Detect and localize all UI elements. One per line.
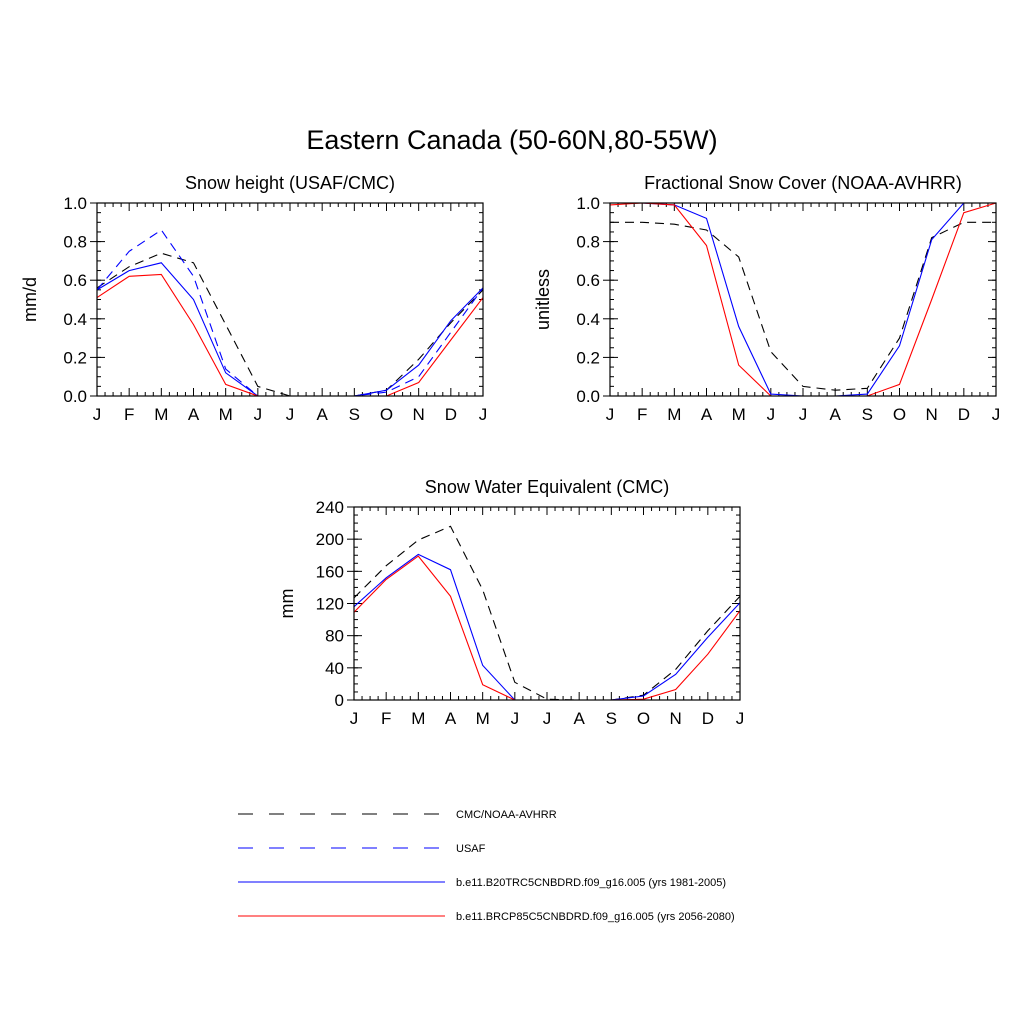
y-tick-label: 40: [325, 659, 344, 678]
x-tick-label: J: [286, 405, 295, 424]
x-tick-label: J: [606, 405, 615, 424]
x-tick-label: J: [767, 405, 776, 424]
series-line: [96, 229, 484, 397]
plot-frame: [96, 202, 484, 397]
y-tick-label: 1.0: [576, 194, 600, 213]
series-line: [610, 202, 996, 397]
y-tick-label: 240: [316, 498, 344, 517]
x-tick-label: A: [701, 405, 713, 424]
x-tick-label: F: [124, 405, 134, 424]
x-tick-label: J: [93, 405, 102, 424]
y-axis-label: unitless: [533, 269, 553, 330]
x-tick-label: N: [413, 405, 425, 424]
chart-panel-3: Snow Water Equivalent (CMC)mmJ F M A M J J A S O N…: [277, 477, 744, 728]
x-tick-label: J: [254, 405, 263, 424]
x-tick-label: S: [862, 405, 873, 424]
series-line: [96, 262, 484, 397]
y-tick-label: 80: [325, 627, 344, 646]
x-tick-label: A: [829, 405, 841, 424]
x-tick-label: F: [381, 709, 391, 728]
y-tick-label: 0.6: [576, 271, 600, 290]
legend-label: USAF: [456, 843, 486, 855]
y-tick-label: 0.0: [576, 387, 600, 406]
x-tick-label: O: [893, 405, 906, 424]
x-tick-label: F: [637, 405, 647, 424]
y-tick-label: 0.8: [576, 233, 600, 252]
x-tick-label: D: [702, 709, 714, 728]
plot-frame: [609, 202, 997, 397]
x-tick-label: J: [350, 709, 359, 728]
series-line: [353, 555, 741, 701]
chart-title: Snow height (USAF/CMC): [185, 173, 395, 193]
x-tick-label: S: [606, 709, 617, 728]
y-tick-label: 0.2: [63, 348, 87, 367]
y-tick-label: 200: [316, 530, 344, 549]
chart-title: Fractional Snow Cover (NOAA-AVHRR): [644, 173, 962, 193]
x-tick-label: J: [511, 709, 520, 728]
x-tick-label: O: [637, 709, 650, 728]
x-tick-label: M: [667, 405, 681, 424]
x-tick-label: M: [411, 709, 425, 728]
x-tick-label: D: [958, 405, 970, 424]
series-line: [353, 553, 741, 701]
chart-title: Snow Water Equivalent (CMC): [425, 477, 669, 497]
legend-item: b.e11.BRCP85C5CNBDRD.f09_g16.005 (yrs 20…: [238, 911, 735, 923]
x-tick-label: A: [445, 709, 457, 728]
x-tick-label: S: [349, 405, 360, 424]
legend-label: b.e11.BRCP85C5CNBDRD.f09_g16.005 (yrs 20…: [456, 911, 735, 923]
legend: CMC/NOAA-AVHRR USAF b.e11.B20TRC5CNBDRD.f0…: [238, 809, 735, 923]
y-tick-label: 0.4: [576, 310, 600, 329]
chart-panel-1: Snow height (USAF/CMC)mm/dJ F M A M J J A S O N D J0…: [20, 173, 487, 424]
chart-panels: Snow height (USAF/CMC)mm/dJ F M A M J J A S O N D J0…: [20, 173, 1000, 728]
series-line: [96, 252, 484, 397]
figure-title: Eastern Canada (50-60N,80-55W): [306, 125, 717, 155]
plot-frame: [353, 506, 741, 701]
x-tick-label: N: [926, 405, 938, 424]
y-axis-label: mm/d: [20, 277, 40, 322]
x-tick-label: J: [736, 709, 745, 728]
x-tick-label: J: [799, 405, 808, 424]
x-tick-label: J: [543, 709, 552, 728]
y-tick-label: 0.8: [63, 233, 87, 252]
y-tick-label: 1.0: [63, 194, 87, 213]
legend-item: CMC/NOAA-AVHRR: [238, 809, 557, 821]
x-tick-label: M: [732, 405, 746, 424]
y-tick-label: 0: [335, 691, 344, 710]
y-axis-label: mm: [277, 589, 297, 619]
x-tick-label: O: [380, 405, 393, 424]
x-tick-label: M: [154, 405, 168, 424]
x-tick-label: M: [476, 709, 490, 728]
x-tick-label: A: [188, 405, 200, 424]
chart-panel-2: Fractional Snow Cover (NOAA-AVHRR) unitle…: [533, 173, 1000, 424]
x-tick-label: M: [219, 405, 233, 424]
series-line: [96, 273, 484, 397]
x-tick-label: J: [992, 405, 1001, 424]
x-tick-label: N: [670, 709, 682, 728]
x-tick-label: A: [573, 709, 585, 728]
y-tick-label: 0.6: [63, 271, 87, 290]
x-tick-label: D: [445, 405, 457, 424]
y-tick-label: 0.4: [63, 310, 87, 329]
series-line: [353, 525, 741, 701]
legend-label: CMC/NOAA-AVHRR: [456, 809, 557, 821]
y-tick-label: 120: [316, 595, 344, 614]
y-tick-label: 0.0: [63, 387, 87, 406]
legend-label: b.e11.B20TRC5CNBDRD.f09_g16.005 (yrs 198…: [456, 877, 726, 889]
x-tick-label: A: [316, 405, 328, 424]
legend-item: b.e11.B20TRC5CNBDRD.f09_g16.005 (yrs 198…: [238, 877, 726, 889]
y-tick-label: 160: [316, 562, 344, 581]
x-tick-label: J: [479, 405, 488, 424]
legend-item: USAF: [238, 843, 486, 855]
y-tick-label: 0.2: [576, 348, 600, 367]
series-line: [610, 221, 996, 391]
